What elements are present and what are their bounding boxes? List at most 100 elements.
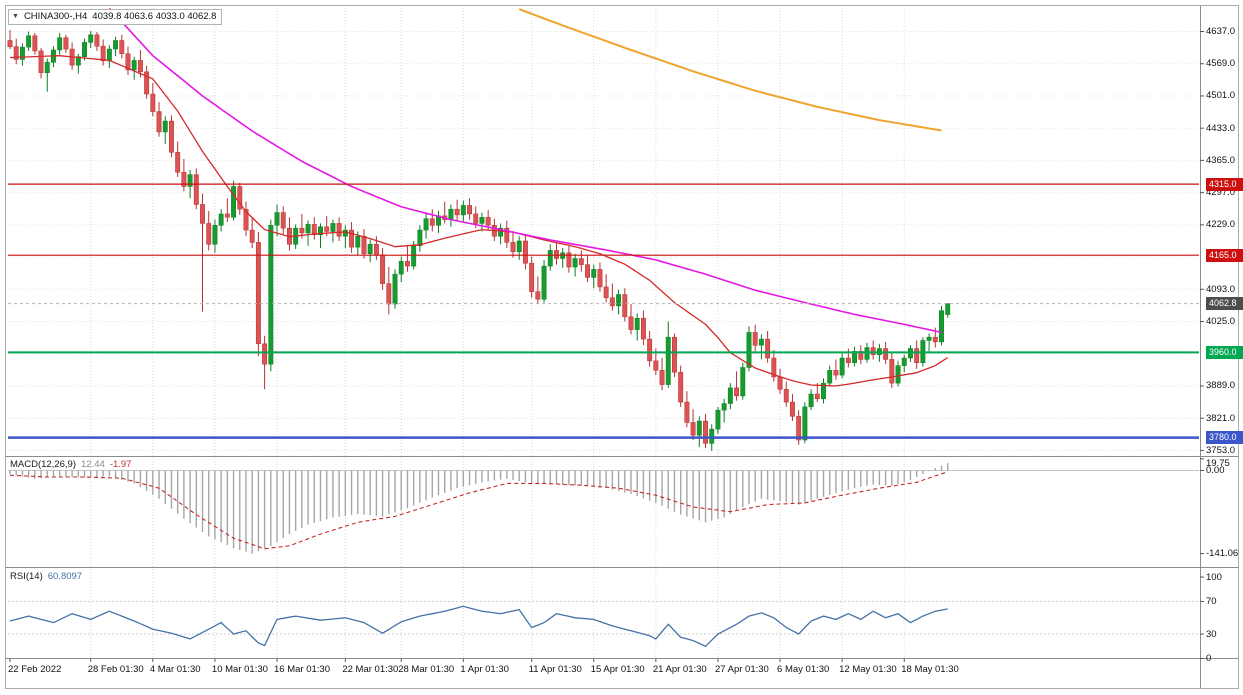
candle-body[interactable] bbox=[411, 245, 417, 267]
candle-body[interactable] bbox=[88, 34, 94, 43]
candle-body[interactable] bbox=[231, 186, 237, 218]
candle-body[interactable] bbox=[547, 250, 553, 267]
candle-body[interactable] bbox=[758, 338, 764, 346]
candle-body[interactable] bbox=[224, 213, 230, 218]
candle-body[interactable] bbox=[305, 224, 311, 234]
candle-body[interactable] bbox=[200, 204, 205, 224]
candle-body[interactable] bbox=[63, 37, 69, 50]
candle-body[interactable] bbox=[535, 291, 541, 300]
candle-body[interactable] bbox=[75, 56, 81, 66]
candle-body[interactable] bbox=[380, 254, 386, 284]
candle-body[interactable] bbox=[243, 208, 249, 231]
candle-body[interactable] bbox=[318, 226, 323, 236]
candle-body[interactable] bbox=[262, 343, 268, 365]
candle-body[interactable] bbox=[740, 367, 746, 397]
candle-body[interactable] bbox=[280, 212, 286, 229]
candle-body[interactable] bbox=[150, 93, 156, 112]
candle-body[interactable] bbox=[131, 60, 137, 71]
candle-body[interactable] bbox=[100, 45, 106, 62]
candle-body[interactable] bbox=[609, 297, 615, 307]
candle-body[interactable] bbox=[640, 317, 646, 340]
candle-body[interactable] bbox=[796, 416, 802, 441]
candle-body[interactable] bbox=[361, 235, 367, 255]
candle-body[interactable] bbox=[311, 224, 317, 236]
candle-body[interactable] bbox=[169, 120, 174, 153]
candle-body[interactable] bbox=[479, 217, 485, 224]
candle-body[interactable] bbox=[752, 332, 758, 346]
candle-body[interactable] bbox=[398, 261, 404, 275]
candle-body[interactable] bbox=[870, 347, 876, 355]
candle-body[interactable] bbox=[373, 244, 379, 256]
candle-body[interactable] bbox=[932, 336, 938, 343]
candle-body[interactable] bbox=[684, 401, 690, 423]
candle-body[interactable] bbox=[672, 336, 677, 373]
candle-body[interactable] bbox=[839, 357, 845, 376]
candle-body[interactable] bbox=[423, 218, 429, 231]
candle-body[interactable] bbox=[137, 60, 143, 73]
candle-body[interactable] bbox=[504, 227, 510, 243]
candle-body[interactable] bbox=[367, 244, 373, 255]
candle-body[interactable] bbox=[454, 208, 460, 216]
candles-series[interactable] bbox=[7, 30, 951, 451]
candle-body[interactable] bbox=[634, 317, 640, 330]
candle-body[interactable] bbox=[616, 294, 622, 307]
candle-body[interactable] bbox=[386, 283, 392, 305]
candle-body[interactable] bbox=[113, 40, 119, 50]
candle-body[interactable] bbox=[249, 229, 255, 243]
candle-body[interactable] bbox=[647, 338, 653, 362]
candle-body[interactable] bbox=[721, 403, 727, 411]
candle-body[interactable] bbox=[541, 265, 547, 300]
candle-body[interactable] bbox=[771, 357, 777, 378]
candle-body[interactable] bbox=[19, 46, 25, 60]
candle-body[interactable] bbox=[106, 48, 112, 62]
candle-body[interactable] bbox=[833, 370, 839, 376]
candle-body[interactable] bbox=[448, 208, 454, 220]
candle-body[interactable] bbox=[516, 240, 522, 253]
candle-body[interactable] bbox=[814, 393, 820, 400]
candle-body[interactable] bbox=[299, 227, 305, 234]
candle-body[interactable] bbox=[715, 409, 721, 430]
candle-body[interactable] bbox=[703, 420, 708, 444]
candle-body[interactable] bbox=[355, 235, 361, 248]
candle-body[interactable] bbox=[324, 226, 330, 232]
candle-body[interactable] bbox=[895, 365, 901, 384]
price-axis[interactable]: 4637.0 4569.0 4501.0 4433.0 4365.0 4297.0 4229… bbox=[1203, 0, 1243, 695]
candle-body[interactable] bbox=[939, 310, 944, 343]
candle-body[interactable] bbox=[429, 218, 435, 226]
candle-body[interactable] bbox=[336, 223, 342, 237]
candle-body[interactable] bbox=[162, 120, 168, 133]
candle-body[interactable] bbox=[628, 316, 634, 330]
candle-body[interactable] bbox=[578, 258, 584, 265]
candle-body[interactable] bbox=[119, 40, 125, 55]
candle-body[interactable] bbox=[727, 387, 733, 404]
candle-body[interactable] bbox=[342, 229, 348, 237]
candle-body[interactable] bbox=[529, 262, 535, 292]
candle-body[interactable] bbox=[44, 62, 50, 73]
candle-body[interactable] bbox=[330, 223, 336, 232]
candle-body[interactable] bbox=[32, 35, 38, 52]
candle-body[interactable] bbox=[765, 338, 771, 359]
candle-body[interactable] bbox=[709, 428, 715, 444]
candle-body[interactable] bbox=[255, 242, 261, 345]
candle-body[interactable] bbox=[498, 227, 504, 237]
candle-body[interactable] bbox=[622, 294, 628, 318]
candle-body[interactable] bbox=[802, 406, 808, 441]
candle-body[interactable] bbox=[404, 261, 410, 267]
candle-body[interactable] bbox=[38, 50, 44, 73]
candle-body[interactable] bbox=[914, 348, 920, 364]
candle-body[interactable] bbox=[206, 223, 212, 245]
candle-body[interactable] bbox=[821, 382, 826, 400]
candle-body[interactable] bbox=[156, 111, 162, 133]
candle-body[interactable] bbox=[926, 336, 932, 341]
candle-body[interactable] bbox=[82, 42, 87, 57]
candle-body[interactable] bbox=[572, 258, 578, 268]
candle-body[interactable] bbox=[901, 357, 907, 366]
candle-body[interactable] bbox=[460, 205, 466, 216]
candle-body[interactable] bbox=[26, 35, 32, 48]
candle-body[interactable] bbox=[212, 225, 218, 245]
candle-body[interactable] bbox=[13, 46, 19, 60]
candle-body[interactable] bbox=[889, 359, 895, 384]
candle-body[interactable] bbox=[696, 420, 702, 436]
candle-body[interactable] bbox=[790, 401, 795, 417]
